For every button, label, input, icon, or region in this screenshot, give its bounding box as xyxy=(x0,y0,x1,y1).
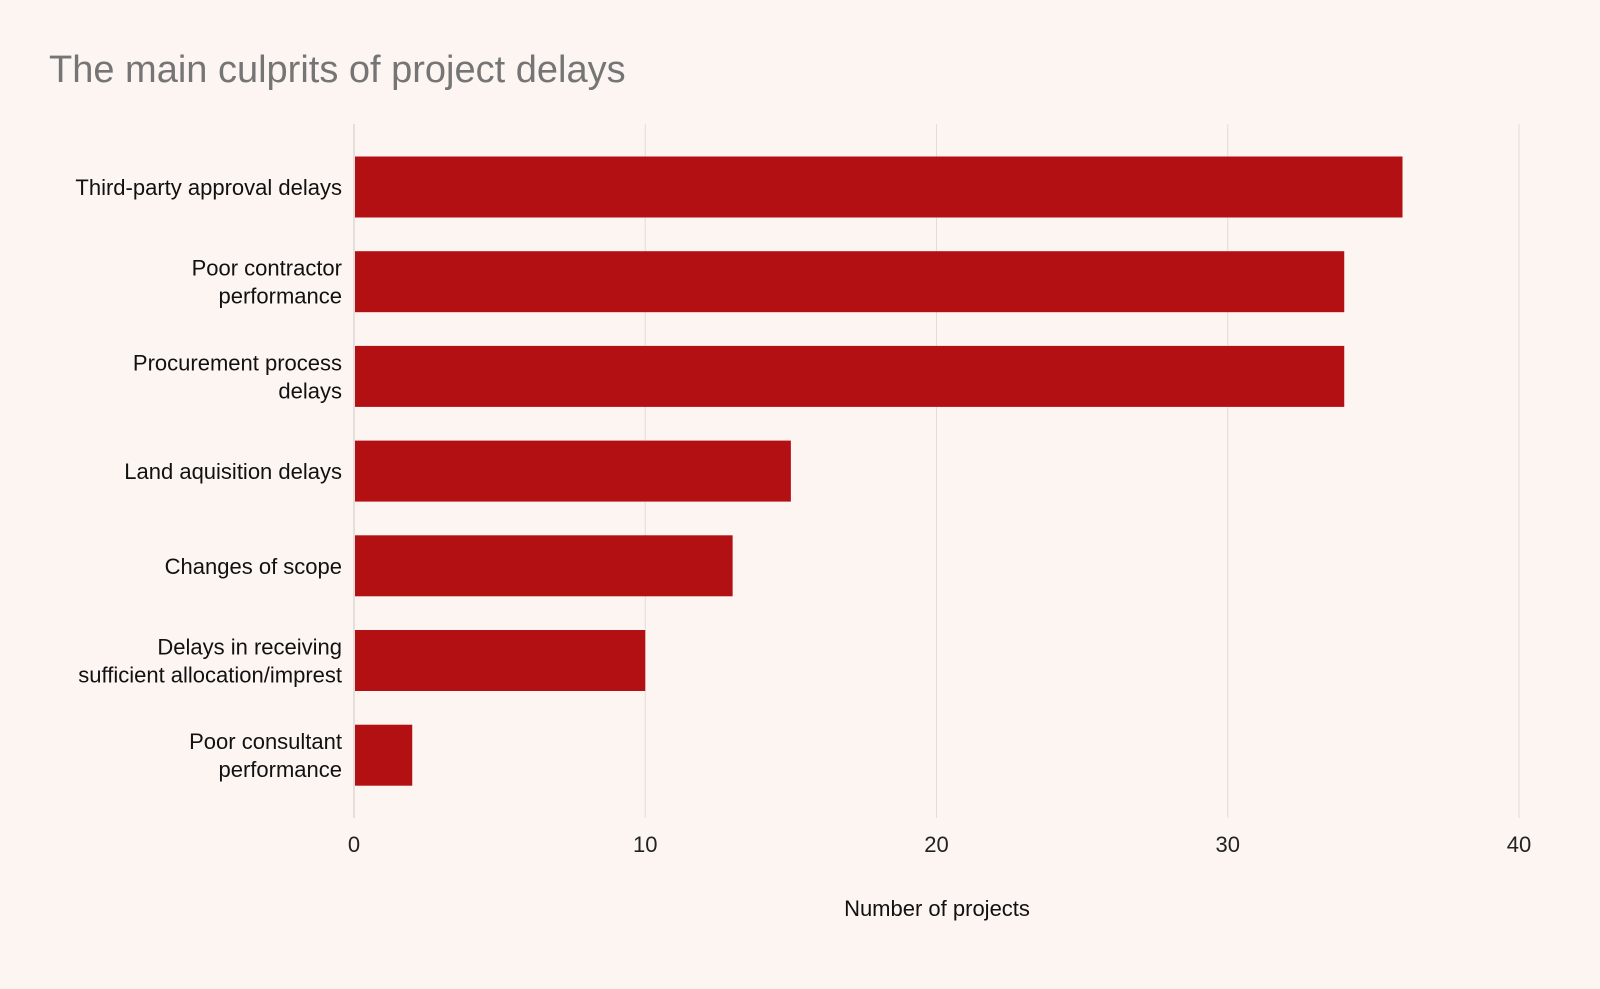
bar-6 xyxy=(355,724,413,786)
category-label-1-line-1: performance xyxy=(218,284,342,309)
category-label-2-line-1: delays xyxy=(278,378,342,403)
x-tick-labels: 0 10 20 30 40 xyxy=(348,832,1531,857)
category-label-3: Land aquisition delays xyxy=(124,459,342,484)
chart-title: The main culprits of project delays xyxy=(49,49,626,91)
bars xyxy=(355,156,1403,786)
category-labels: Third-party approval delays Poor contract… xyxy=(75,175,342,782)
x-tick-label-10: 10 xyxy=(633,832,657,857)
bar-4 xyxy=(355,535,733,597)
x-tick-label-40: 40 xyxy=(1507,832,1531,857)
category-label-5-line-1: sufficient allocation/imprest xyxy=(78,663,342,688)
category-label-4: Changes of scope xyxy=(165,554,342,579)
x-axis-title: Number of projects xyxy=(844,896,1030,921)
x-tick-label-0: 0 xyxy=(348,832,360,857)
bar-0 xyxy=(355,156,1403,218)
category-label-5-line-0: Delays in receiving xyxy=(157,635,342,660)
bar-3 xyxy=(355,440,791,502)
x-tick-label-20: 20 xyxy=(924,832,948,857)
bar-5 xyxy=(355,630,646,691)
bar-2 xyxy=(355,345,1345,407)
category-label-1-line-0: Poor contractor xyxy=(192,256,342,281)
gridlines xyxy=(644,124,1520,818)
category-label-0: Third-party approval delays xyxy=(75,175,342,200)
x-tick-label-30: 30 xyxy=(1216,832,1240,857)
bar-1 xyxy=(355,251,1345,313)
category-label-6-line-0: Poor consultant xyxy=(189,729,342,754)
category-label-2-line-0: Procurement process xyxy=(133,350,342,375)
category-label-6-line-1: performance xyxy=(218,757,342,782)
